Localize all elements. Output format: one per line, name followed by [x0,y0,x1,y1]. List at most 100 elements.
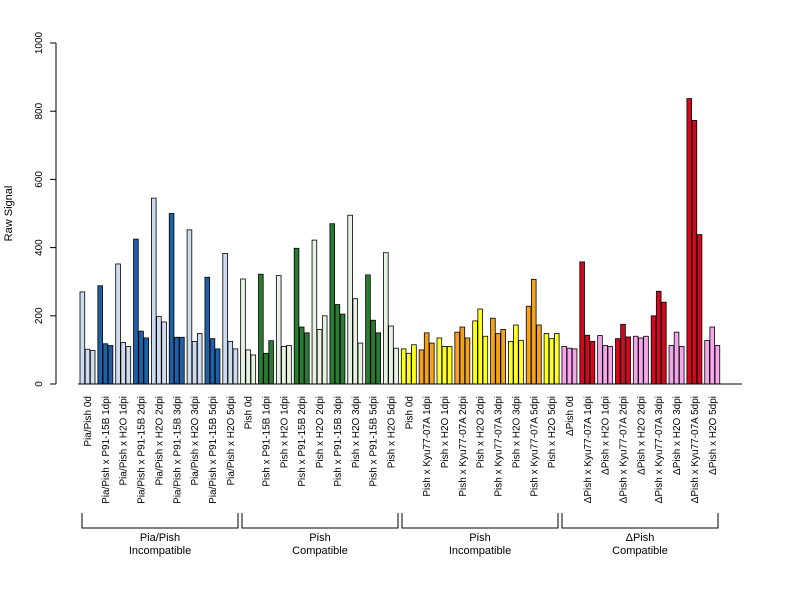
bar [686,98,693,385]
bar [597,335,603,385]
bar [668,345,675,385]
bar [507,340,514,385]
bar [316,329,323,385]
category-label: ΔPish 0d [565,396,576,436]
category-label: Pish x H2O 1dpi [279,396,290,468]
y-tick-label: 800 [34,102,45,119]
bar [655,290,662,385]
bar [454,331,460,385]
bar [423,332,430,385]
category-label: Pish 0d [244,396,255,429]
bar [298,326,305,385]
category-label: ΔPish x Kyu77-07A 5dpi [690,396,701,503]
bar [150,197,157,385]
group-bracket [241,513,399,529]
bar [125,346,132,385]
bar [490,317,496,385]
bar [584,334,591,385]
bar [691,120,698,385]
bar [441,346,448,385]
category-label: Pia/Pish 0d [83,396,94,447]
bar [173,336,180,385]
bar [365,274,371,385]
bar [661,301,667,385]
category-label: ΔPish x H2O 5dpi [708,396,719,475]
bar [678,346,685,385]
category-label: Pish x P91-15B 1dpi [262,396,273,487]
category-label: Pish x H2O 1dpi [440,396,451,468]
bar [579,261,585,385]
group-label: Pish [469,532,490,544]
bar [263,352,269,385]
bar [709,326,716,385]
bar [632,335,639,385]
category-label: Pish x Kyu77-07A 5dpi [529,396,540,497]
bar [321,315,328,385]
bar [714,345,721,385]
bar [418,349,425,385]
bars [79,98,721,385]
bar [138,330,144,385]
bar [186,229,193,385]
bar [464,337,471,385]
bar [638,337,644,385]
bar [495,333,501,385]
y-tick-label: 0 [34,381,45,387]
bar [191,340,198,385]
y-tick-label: 1000 [34,31,45,54]
bar [240,278,246,385]
category-label: ΔPish x H2O 1dpi [601,396,612,475]
bar [589,340,596,385]
bar [370,319,376,385]
bar [115,263,121,385]
bar [571,348,578,385]
bar [459,326,466,385]
bar [548,338,555,385]
category-label: Pia/Pish x H2O 3dpi [190,396,201,486]
category-label: Pish x H2O 2dpi [315,396,326,468]
y-tick-label: 400 [34,239,45,256]
bar [643,335,649,385]
bar [79,291,86,385]
bar [168,213,175,385]
bar [500,329,506,385]
bar [281,346,287,385]
bar [84,348,91,385]
category-label: Pish x P91-15B 3dpi [333,396,344,487]
bar [513,324,519,385]
bar [625,336,631,385]
bar [161,321,167,385]
category-label: Pish x Kyu77-07A 1dpi [422,396,433,497]
category-label: ΔPish x Kyu77-07A 2dpi [619,396,630,503]
group-bracket [561,513,719,529]
bar [383,252,389,385]
bar [446,346,453,385]
bar [268,340,274,385]
bar [227,340,234,385]
category-labels: Pia/Pish 0d Pia/Pish x P91-15B 1dpi Pia/Pi… [83,396,719,504]
bar [347,214,353,385]
category-label: Pish x H2O 2dpi [476,396,487,468]
bar [388,325,394,385]
bar [615,338,621,385]
bar [566,347,573,385]
bar [311,239,318,385]
group-label: Pish [309,532,330,544]
bar [133,238,139,385]
y-tick-label: 200 [34,307,45,324]
bar [375,332,381,385]
bar [102,343,109,385]
bar [525,305,532,385]
bar [477,308,483,385]
bar [482,335,489,385]
category-label: Pia/Pish x P91-15B 1dpi [101,396,112,504]
bar [400,348,407,385]
bar [89,350,96,385]
bar [411,344,417,385]
category-label: Pia/Pish x H2O 5dpi [226,396,237,486]
group-label: Compatible [292,545,348,557]
bar [696,234,703,385]
bar [620,323,626,385]
bar [107,345,114,385]
